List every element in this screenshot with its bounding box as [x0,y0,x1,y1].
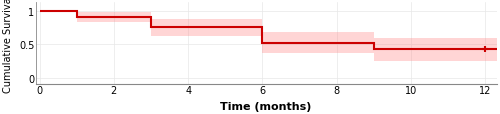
Y-axis label: Cumulative Survival: Cumulative Survival [4,0,14,92]
X-axis label: Time (months): Time (months) [220,101,312,111]
